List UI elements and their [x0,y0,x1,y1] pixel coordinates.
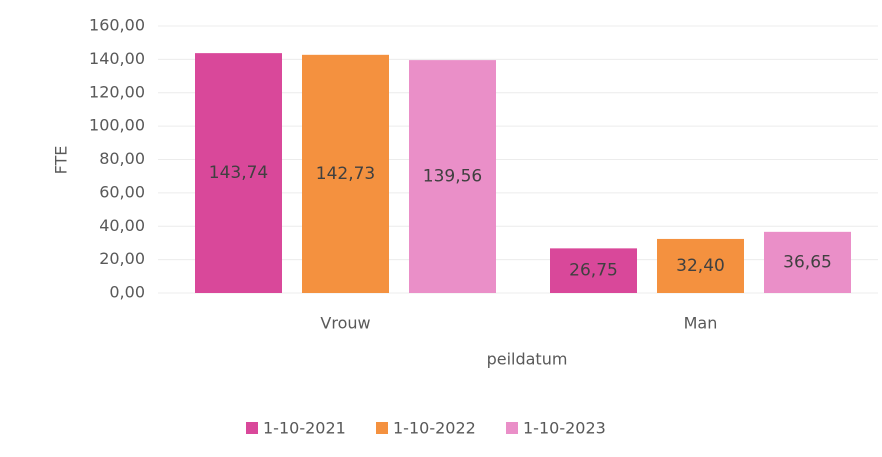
bar [764,231,851,293]
y-tick-label: 60,00 [99,182,145,201]
y-tick-label: 160,00 [89,16,145,35]
legend-label: 1-10-2022 [393,419,476,438]
y-tick-label: 40,00 [99,216,145,235]
x-axis-label: peildatum [487,350,568,369]
data-label: 26,75 [569,261,618,281]
bar [550,248,637,293]
bar [657,238,744,293]
data-label: 142,73 [316,164,375,184]
legend-label: 1-10-2021 [263,419,346,438]
y-tick-label: 0,00 [109,283,145,302]
legend-swatch [506,422,518,434]
data-label: 139,56 [423,167,482,187]
y-tick-label: 80,00 [99,149,145,168]
legend-swatch [376,422,388,434]
legend-label: 1-10-2023 [523,419,606,438]
data-label: 32,40 [676,256,725,276]
bar [195,53,282,293]
y-tick-label: 140,00 [89,49,145,68]
data-label: 36,65 [783,252,832,272]
x-tick-label: Vrouw [320,314,370,333]
y-tick-label: 100,00 [89,116,145,135]
y-axis-label: FTE [52,146,71,175]
bar [409,60,496,293]
y-tick-label: 120,00 [89,82,145,101]
x-tick-label: Man [684,314,718,333]
data-label: 143,74 [209,163,268,183]
y-tick-label: 20,00 [99,249,145,268]
legend-swatch [246,422,258,434]
bar [302,54,389,294]
